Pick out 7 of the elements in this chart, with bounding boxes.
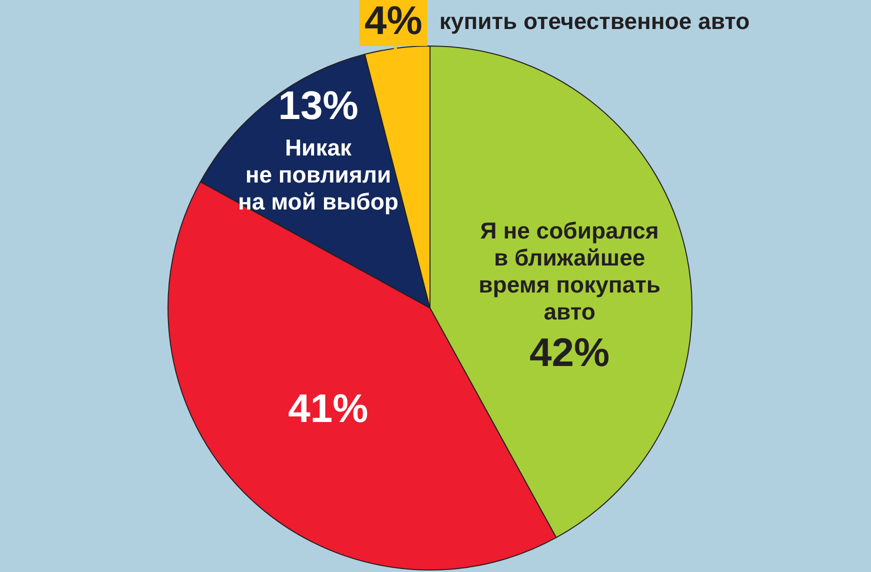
data-label: 41%	[288, 386, 368, 431]
data-label: 4%	[364, 0, 422, 43]
slice-label: Я не собирался в ближайшее время покупать авто	[478, 218, 660, 325]
data-label: 42%	[530, 331, 610, 376]
data-label: 13%	[278, 84, 358, 128]
legend-label: купить отечественное авто	[439, 8, 750, 34]
slice-label: Никак не повлияли на мой выбор	[238, 134, 398, 215]
